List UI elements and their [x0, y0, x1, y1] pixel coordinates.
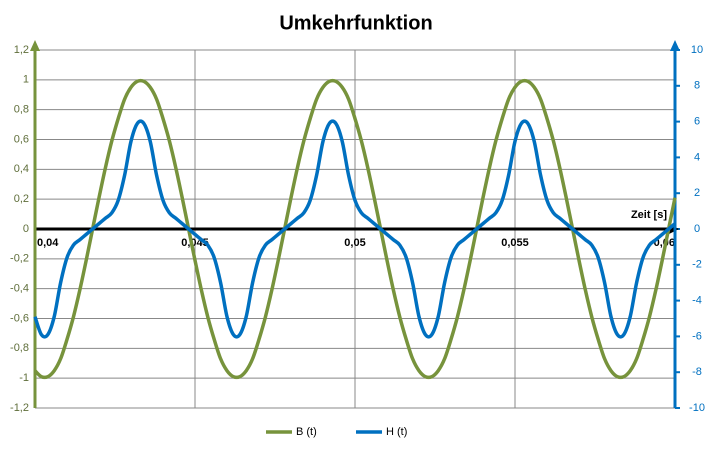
y-tick-label: 0 [23, 223, 29, 235]
data-line [33, 78, 677, 380]
y2-tick-label: -4 [692, 295, 702, 307]
y2-tick-label: 8 [694, 80, 700, 92]
y2-tick-label: 2 [694, 187, 700, 199]
y2-tick-label: 0 [694, 223, 700, 235]
y-tick-label: 1 [23, 74, 29, 86]
legend-label: H (t) [386, 426, 407, 438]
y-tick-label: 0,2 [14, 193, 29, 205]
y2-tick-label: 6 [694, 116, 700, 128]
chart-title: Umkehrfunktion [279, 12, 432, 34]
y-tick-label: 0,4 [14, 163, 29, 175]
y2-tick-label: -6 [692, 330, 702, 342]
y2-tick-label: -10 [689, 402, 705, 414]
y-tick-label: -0,8 [10, 342, 29, 354]
y-tick-label: 0,8 [14, 104, 29, 116]
y2-tick-label: -2 [692, 259, 702, 271]
legend-label: B (t) [296, 426, 317, 438]
y2-tick-label: 10 [691, 44, 703, 56]
data-line [33, 119, 677, 339]
y-tick-label: -0,2 [10, 253, 29, 265]
y-tick-label: -0,6 [10, 312, 29, 324]
x-tick-label: 0,04 [37, 237, 59, 249]
y2-axis-arrow [670, 40, 680, 51]
x-tick-label: 0,055 [501, 237, 529, 249]
x-axis-label: Zeit [s] [631, 209, 667, 221]
y-tick-label: 1,2 [14, 44, 29, 56]
y-tick-label: -1 [19, 372, 29, 384]
y-tick-label: 0,6 [14, 133, 29, 145]
y2-tick-label: -8 [692, 366, 702, 378]
y2-tick-label: 4 [694, 151, 700, 163]
y-tick-label: -1,2 [10, 402, 29, 414]
y-tick-label: -0,4 [10, 283, 29, 295]
y-axis-arrow [30, 40, 40, 51]
x-tick-label: 0,05 [344, 237, 365, 249]
